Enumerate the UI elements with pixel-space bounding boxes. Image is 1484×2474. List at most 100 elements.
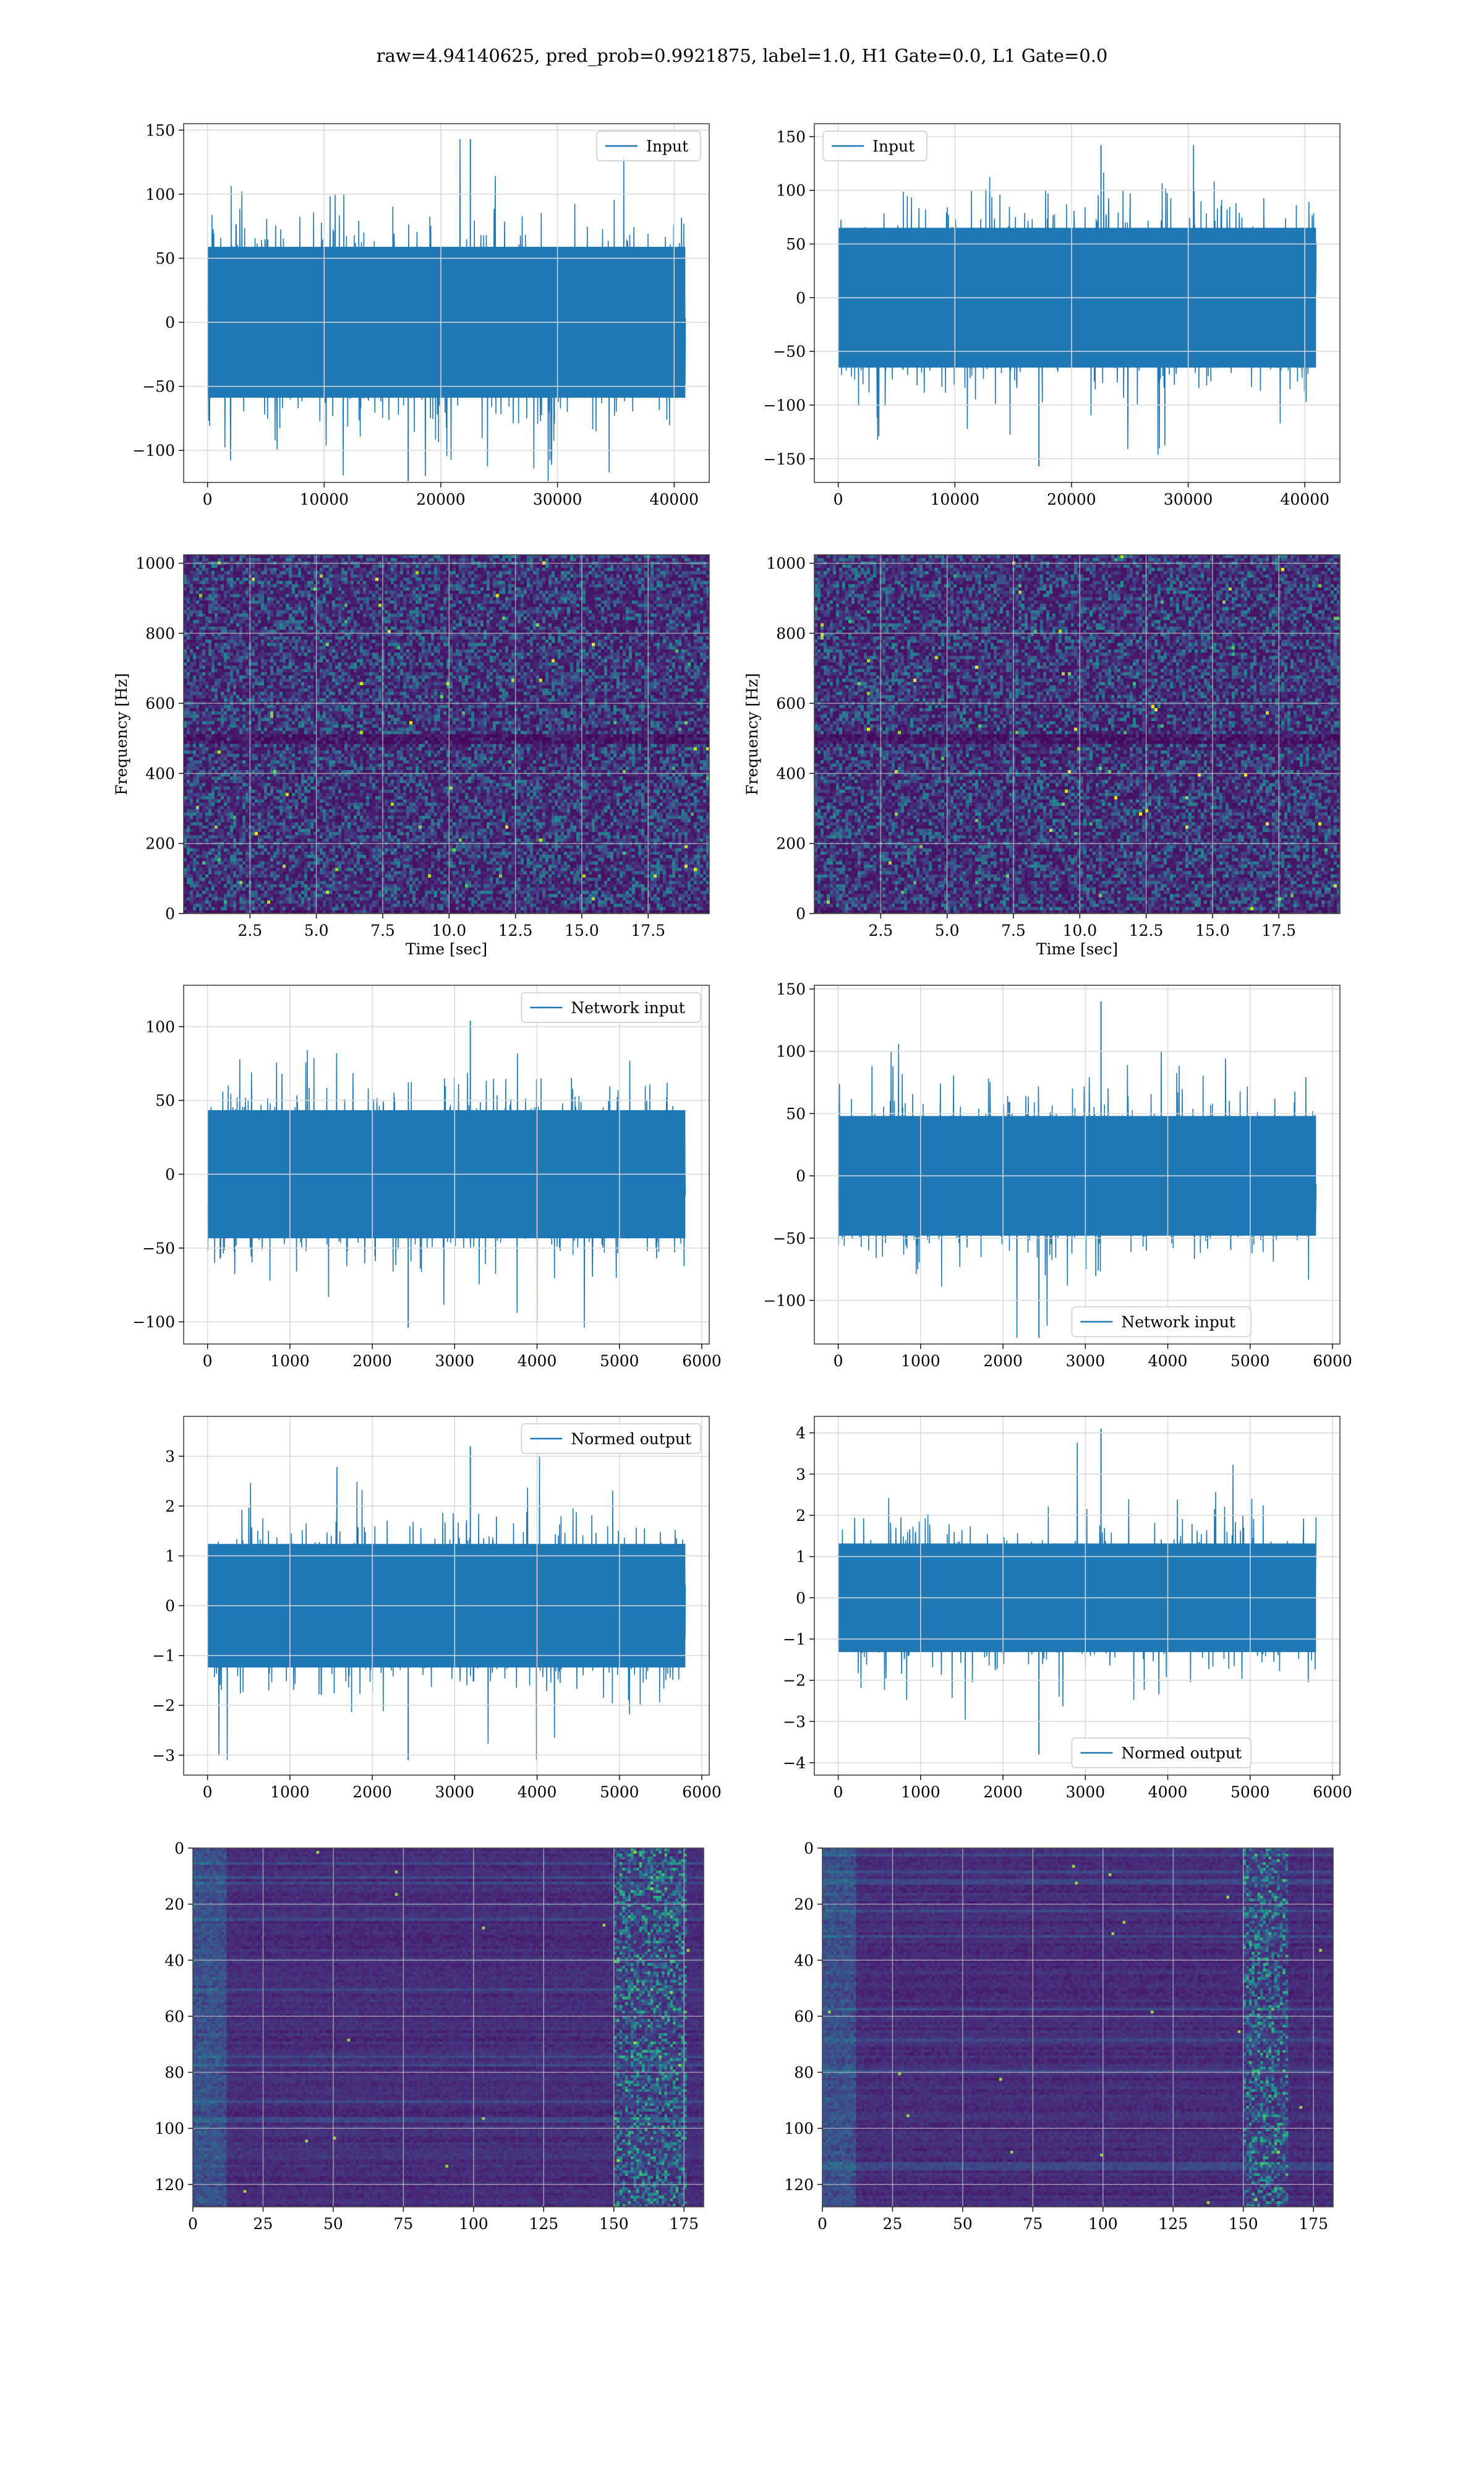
h1-spectrogram-axes: 2.5 5.0 7.5 10.0 12.5 15.0 17.5020040060080010… — [113, 555, 710, 958]
l1-feature-map-xtick-label: 25 — [883, 2215, 903, 2233]
h1-feature-map-image — [193, 1848, 704, 2207]
l1-input-xtick-label: 40000 — [1280, 490, 1329, 508]
h1-feature-map-xtick-label: 175 — [669, 2215, 699, 2233]
h1-spectrogram-ylabel: Frequency [Hz] — [113, 673, 130, 795]
h1-spectrogram-xtick-label: 5.0 — [304, 922, 329, 940]
h1-feature-map-ytick-label: 20 — [164, 1896, 184, 1914]
h1-input-xtick-label: 40000 — [649, 490, 699, 508]
h1-input-xtick-label: 10000 — [300, 490, 349, 508]
l1-normed-output-ytick-label: −2 — [783, 1672, 806, 1690]
h1-spectrogram-ytick-label: 400 — [145, 764, 175, 782]
l1-spectrogram-xlabel: Time [sec] — [1036, 940, 1118, 958]
h1-normed-output-legend: Normed output — [521, 1424, 701, 1453]
h1-normed-output-ytick-label: 3 — [165, 1447, 175, 1465]
h1-input-ytick-label: 0 — [165, 314, 175, 332]
h1-normed-output-ytick-label: −3 — [152, 1747, 175, 1765]
h1-input-ytick-label: −50 — [142, 378, 175, 396]
l1-normed-output-ytick-label: −1 — [783, 1630, 806, 1648]
l1-feature-map-xtick-label: 100 — [1088, 2215, 1118, 2233]
h1-spectrogram-ytick-label: 600 — [145, 695, 175, 713]
h1-input-ytick-label: 100 — [145, 186, 175, 203]
l1-spectrogram-ytick-label: 800 — [776, 625, 806, 643]
h1-spectrogram-ytick-label: 0 — [165, 905, 175, 923]
h1-input-ytick-label: −100 — [132, 442, 175, 460]
h1-network-input-ytick-label: 0 — [165, 1166, 175, 1184]
h1-normed-output-axes: 0 1000 2000 3000 4000 5000 60003210−1−2−3Norme… — [152, 1416, 722, 1801]
l1-normed-output-legend: Normed output — [1072, 1738, 1251, 1768]
l1-normed-output-ytick-label: 0 — [796, 1589, 806, 1607]
l1-network-input-xtick-label: 3000 — [1066, 1352, 1106, 1370]
h1-feature-map-ytick-label: 120 — [155, 2176, 184, 2194]
h1-normed-output-ytick-label: −1 — [152, 1647, 175, 1665]
l1-network-input-ytick-label: −100 — [763, 1292, 806, 1310]
h1-normed-output-ytick-label: 2 — [165, 1497, 175, 1515]
h1-input-xtick-label: 20000 — [416, 490, 466, 508]
l1-feature-map-ytick-label: 20 — [794, 1896, 814, 1914]
h1-spectrogram-ytick-label: 1000 — [135, 555, 175, 573]
l1-input-ytick-label: −150 — [763, 450, 806, 468]
l1-input-ytick-label: 150 — [776, 128, 806, 146]
h1-spectrogram-xtick-label: 12.5 — [498, 922, 533, 940]
h1-network-input-ytick-label: 50 — [155, 1092, 175, 1110]
l1-network-input-xtick-label: 4000 — [1148, 1352, 1188, 1370]
h1-normed-output-xtick-label: 6000 — [682, 1783, 722, 1801]
l1-feature-map-image — [822, 1848, 1334, 2207]
l1-feature-map-xtick-label: 175 — [1298, 2215, 1328, 2233]
l1-network-input-ytick-label: 100 — [776, 1043, 806, 1061]
l1-normed-output-xtick-label: 6000 — [1313, 1783, 1352, 1801]
l1-normed-output-xtick-label: 0 — [834, 1783, 843, 1801]
h1-input-ytick-label: 50 — [155, 250, 175, 268]
h1-network-input-xtick-label: 3000 — [435, 1352, 475, 1370]
l1-network-input-xtick-label: 0 — [834, 1352, 843, 1370]
l1-spectrogram-xtick-label: 12.5 — [1129, 922, 1164, 940]
l1-normed-output-ytick-label: 2 — [796, 1507, 806, 1525]
l1-normed-output-axes: 0 1000 2000 3000 4000 5000 600043210−1−2−3−4No… — [783, 1416, 1352, 1801]
h1-spectrogram-xtick-label: 15.0 — [565, 922, 599, 940]
l1-normed-output-xtick-label: 2000 — [983, 1783, 1023, 1801]
l1-spectrogram-ytick-label: 1000 — [766, 555, 806, 573]
l1-spectrogram-xtick-label: 2.5 — [868, 922, 893, 940]
l1-feature-map-ytick-label: 100 — [784, 2120, 814, 2138]
l1-input-ytick-label: 50 — [786, 235, 806, 253]
h1-feature-map-ytick-label: 100 — [155, 2120, 184, 2138]
l1-network-input-xtick-label: 6000 — [1313, 1352, 1352, 1370]
l1-spectrogram-axes: 2.5 5.0 7.5 10.0 12.5 15.0 17.5020040060080010… — [743, 555, 1341, 958]
l1-feature-map-xtick-label: 0 — [817, 2215, 827, 2233]
h1-network-input-ytick-label: 100 — [145, 1018, 175, 1036]
l1-normed-output-xtick-label: 1000 — [901, 1783, 940, 1801]
l1-feature-map-ytick-label: 0 — [804, 1839, 814, 1857]
h1-input-xtick-label: 0 — [203, 490, 213, 508]
l1-normed-output-ytick-label: 3 — [796, 1465, 806, 1483]
l1-normed-output-ytick-label: 4 — [796, 1424, 806, 1442]
h1-feature-map-xtick-label: 0 — [188, 2215, 198, 2233]
l1-network-input-legend: Network input — [1072, 1307, 1251, 1337]
h1-network-input-legend: Network input — [521, 993, 701, 1022]
l1-network-input-xtick-label: 5000 — [1230, 1352, 1270, 1370]
l1-input-ytick-label: 0 — [796, 289, 806, 307]
h1-spectrogram-xtick-label: 10.0 — [432, 922, 466, 940]
l1-network-input-ytick-label: 0 — [796, 1167, 806, 1185]
l1-normed-output-xtick-label: 4000 — [1148, 1783, 1188, 1801]
l1-input-axes: 0 10000 20000 30000 40000150100500−50−100−15… — [763, 124, 1340, 508]
l1-network-input-ytick-label: −50 — [773, 1230, 806, 1248]
l1-network-input-legend-label: Network input — [1121, 1313, 1235, 1331]
l1-feature-map-xtick-label: 50 — [953, 2215, 973, 2233]
l1-normed-output-ytick-label: 1 — [796, 1548, 806, 1566]
l1-normed-output-ytick-label: −4 — [783, 1754, 806, 1772]
h1-network-input-xtick-label: 4000 — [518, 1352, 557, 1370]
l1-spectrogram-ylabel: Frequency [Hz] — [743, 673, 761, 795]
h1-normed-output-ytick-label: 0 — [165, 1597, 175, 1615]
h1-feature-map-xtick-label: 25 — [254, 2215, 273, 2233]
h1-normed-output-xtick-label: 2000 — [352, 1783, 392, 1801]
l1-network-input-xtick-label: 1000 — [901, 1352, 940, 1370]
h1-normed-output-ytick-label: 1 — [165, 1547, 175, 1565]
h1-spectrogram-ytick-label: 800 — [145, 625, 175, 643]
h1-feature-map-ytick-label: 40 — [164, 1951, 184, 1969]
l1-network-input-axes: 0 1000 2000 3000 4000 5000 6000150100500−50−10… — [763, 980, 1352, 1370]
l1-input-xtick-label: 0 — [834, 490, 843, 508]
h1-feature-map-xtick-label: 125 — [529, 2215, 558, 2233]
h1-normed-output-xtick-label: 5000 — [600, 1783, 639, 1801]
h1-spectrogram-xtick-label: 17.5 — [631, 922, 665, 940]
